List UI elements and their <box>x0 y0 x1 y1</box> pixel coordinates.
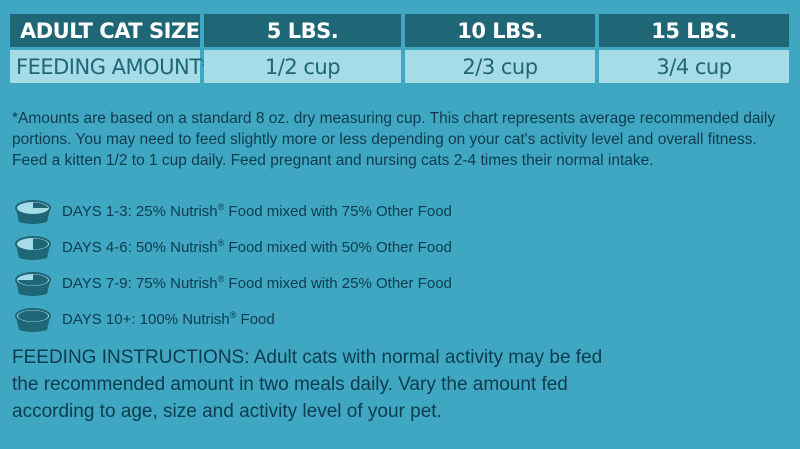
transition-step-label: DAYS 1-3: 25% Nutrish® Food mixed with 7… <box>62 202 452 220</box>
transition-step: DAYS 7-9: 75% Nutrish® Food mixed with 2… <box>14 265 514 301</box>
feeding-table: ADULT CAT SIZE 5 LBS. 10 LBS. 15 LBS. FE… <box>10 14 790 83</box>
transition-step: DAYS 1-3: 25% Nutrish® Food mixed with 7… <box>14 193 514 229</box>
amount-15-lbs: 3/4 cup <box>599 50 789 83</box>
transition-schedule: DAYS 1-3: 25% Nutrish® Food mixed with 7… <box>14 193 514 337</box>
amount-5-lbs: 1/2 cup <box>204 50 401 83</box>
feeding-instructions: FEEDING INSTRUCTIONS: Adult cats with no… <box>12 347 603 422</box>
food-bowl-icon <box>15 200 51 224</box>
nutrish-portion <box>18 274 48 286</box>
transition-step-label: DAYS 10+: 100% Nutrish® Food <box>62 310 275 328</box>
header-15-lbs: 15 LBS. <box>599 14 789 47</box>
food-bowl-icon <box>15 308 51 332</box>
header-size-label: ADULT CAT SIZE <box>10 14 200 47</box>
transition-step-label: DAYS 4-6: 50% Nutrish® Food mixed with 5… <box>62 238 452 256</box>
nutrish-portion <box>33 238 49 250</box>
food-bowl-icon <box>15 236 51 260</box>
nutrish-portion <box>33 202 48 208</box>
transition-step: DAYS 4-6: 50% Nutrish® Food mixed with 5… <box>14 229 514 265</box>
row-feeding-label: FEEDING AMOUNT* <box>10 50 212 83</box>
footnote: *Amounts are based on a standard 8 oz. d… <box>12 110 776 169</box>
transition-step: DAYS 10+: 100% Nutrish® Food <box>14 301 514 337</box>
header-10-lbs: 10 LBS. <box>405 14 595 47</box>
transition-step-label: DAYS 7-9: 75% Nutrish® Food mixed with 2… <box>62 274 452 292</box>
amount-10-lbs: 2/3 cup <box>405 50 595 83</box>
header-5-lbs: 5 LBS. <box>204 14 401 47</box>
food-bowl-icon <box>15 272 51 296</box>
nutrish-portion <box>18 310 48 322</box>
